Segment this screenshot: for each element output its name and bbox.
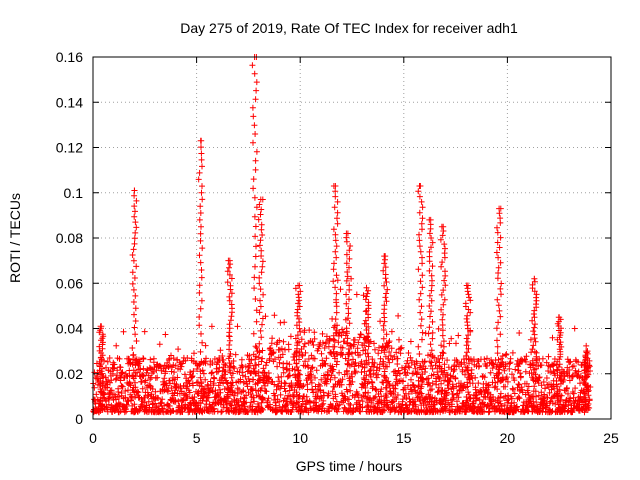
y-tick-label: 0.04 bbox=[56, 321, 83, 337]
y-tick-label: 0.1 bbox=[64, 185, 84, 201]
grid-lines bbox=[93, 57, 611, 419]
axis-ticks bbox=[92, 56, 612, 420]
x-tick-label: 25 bbox=[603, 430, 619, 446]
x-axis-label: GPS time / hours bbox=[296, 458, 403, 474]
y-axis-label: ROTI / TECUs bbox=[7, 193, 23, 283]
x-tick-label: 0 bbox=[89, 430, 97, 446]
y-tick-label: 0.06 bbox=[56, 275, 83, 291]
roti-markers bbox=[90, 54, 594, 416]
y-tick-label: 0.12 bbox=[56, 140, 83, 156]
x-tick-label: 20 bbox=[500, 430, 516, 446]
y-tick-label: 0.08 bbox=[56, 230, 83, 246]
chart-title: Day 275 of 2019, Rate Of TEC Index for r… bbox=[180, 20, 518, 36]
y-tick-labels: 0 0.02 0.04 0.06 0.08 0.1 0.12 0.14 0.16 bbox=[56, 49, 83, 427]
data-points bbox=[90, 54, 594, 416]
x-tick-label: 15 bbox=[396, 430, 412, 446]
x-tick-labels: 0 5 10 15 20 25 bbox=[89, 430, 619, 446]
y-tick-label: 0.02 bbox=[56, 366, 83, 382]
y-tick-label: 0 bbox=[75, 411, 83, 427]
x-tick-label: 10 bbox=[292, 430, 308, 446]
x-tick-label: 5 bbox=[193, 430, 201, 446]
y-tick-label: 0.14 bbox=[56, 94, 83, 110]
y-tick-label: 0.16 bbox=[56, 49, 83, 65]
